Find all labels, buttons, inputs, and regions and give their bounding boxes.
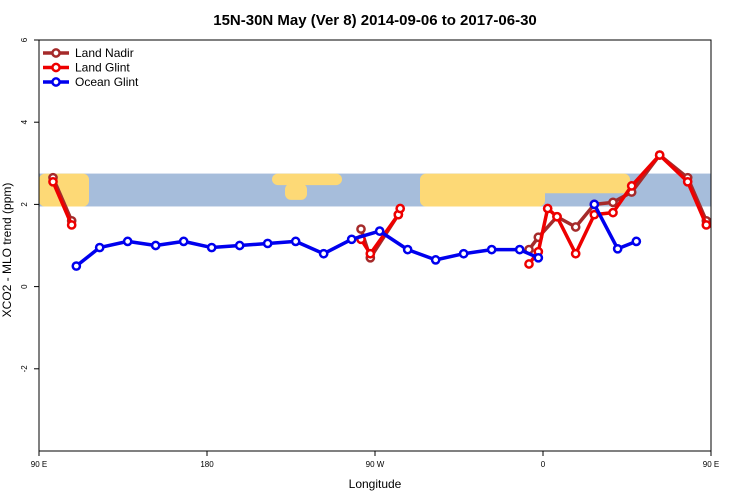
legend-swatch-marker — [51, 62, 61, 73]
data-point-ocean-glint — [430, 255, 441, 265]
chart-title: 15N-30N May (Ver 8) 2014-09-06 to 2017-0… — [213, 12, 537, 29]
x-tick-label: 90 E — [31, 460, 47, 469]
legend-swatch-marker — [51, 77, 61, 87]
series-layer — [48, 150, 750, 271]
y-tick-label: 0 — [20, 284, 29, 289]
data-point-ocean-glint — [631, 236, 642, 247]
y-axis: -2 0 2 4 6 — [20, 37, 39, 372]
data-point-land-nadir — [356, 224, 366, 234]
data-point-ocean-glint — [234, 240, 245, 251]
land-region — [272, 173, 342, 186]
data-point-land-glint — [365, 248, 376, 259]
data-point-land-glint — [701, 220, 711, 230]
legend-label: Land Nadir — [75, 46, 134, 60]
x-tick-label: 0 — [541, 460, 546, 469]
series-line-ocean-glint — [75, 229, 540, 268]
data-point-land-nadir — [570, 222, 581, 232]
legend-label: Ocean Glint — [75, 75, 139, 89]
data-point-ocean-glint — [150, 240, 161, 251]
data-point-ocean-glint — [71, 261, 82, 271]
series-line-ocean-glint — [716, 241, 750, 266]
y-tick-label: 4 — [20, 119, 29, 124]
data-point-ocean-glint — [262, 238, 273, 249]
data-point-land-nadir — [608, 197, 618, 208]
data-point-land-glint — [654, 150, 665, 160]
data-point-land-glint — [524, 259, 534, 269]
data-point-land-glint — [570, 248, 581, 259]
land-region — [285, 183, 307, 200]
data-point-land-glint — [552, 211, 562, 222]
x-axis-label: Longitude — [349, 477, 402, 491]
data-point-ocean-glint — [514, 244, 525, 255]
data-point-land-glint — [48, 176, 58, 187]
data-point-ocean-glint — [346, 234, 357, 245]
data-point-ocean-glint — [589, 199, 600, 210]
data-point-ocean-glint — [290, 236, 301, 247]
legend-item-ocean-glint: Ocean Glint — [43, 75, 139, 89]
data-point-ocean-glint — [94, 242, 105, 253]
series-line-land-glint — [51, 181, 74, 226]
data-point-ocean-glint — [710, 264, 711, 268]
data-point-land-glint — [682, 176, 693, 187]
series-land-glint — [48, 150, 711, 269]
data-point-land-glint — [626, 181, 637, 191]
x-axis: 90 E 180 90 W 0 90 E — [31, 451, 719, 469]
y-tick-label: -2 — [20, 365, 29, 373]
data-point-ocean-glint — [735, 244, 742, 251]
data-point-land-glint — [395, 203, 406, 214]
data-point-ocean-glint — [402, 244, 413, 255]
data-point-ocean-glint — [318, 248, 329, 259]
data-point-ocean-glint — [458, 248, 469, 259]
data-point-land-glint — [608, 207, 618, 218]
data-point-ocean-glint — [612, 243, 623, 254]
data-point-land-glint — [66, 220, 77, 230]
map-band — [39, 173, 711, 207]
data-point-ocean-glint — [374, 226, 385, 236]
legend-item-land-glint: Land Glint — [43, 61, 130, 75]
data-point-ocean-glint — [178, 236, 189, 247]
x-tick-label: 180 — [200, 460, 214, 469]
legend-label: Land Glint — [75, 61, 130, 75]
y-tick-label: 6 — [20, 37, 29, 42]
data-point-ocean-glint — [206, 242, 217, 253]
land-region — [535, 173, 630, 194]
y-axis-label: XCO2 - MLO trend (ppm) — [0, 183, 14, 318]
land-region — [420, 173, 545, 207]
data-point-ocean-glint — [122, 236, 133, 247]
series-ocean-glint — [71, 199, 750, 271]
legend-swatch-marker — [51, 48, 61, 58]
data-point-land-glint — [542, 203, 553, 214]
x-tick-label: 90 E — [703, 460, 719, 469]
data-point-ocean-glint — [486, 244, 497, 255]
x-tick-label: 90 W — [366, 460, 385, 469]
data-point-ocean-glint — [533, 252, 544, 263]
legend-item-land-nadir: Land Nadir — [43, 46, 134, 60]
y-tick-label: 2 — [20, 202, 29, 207]
